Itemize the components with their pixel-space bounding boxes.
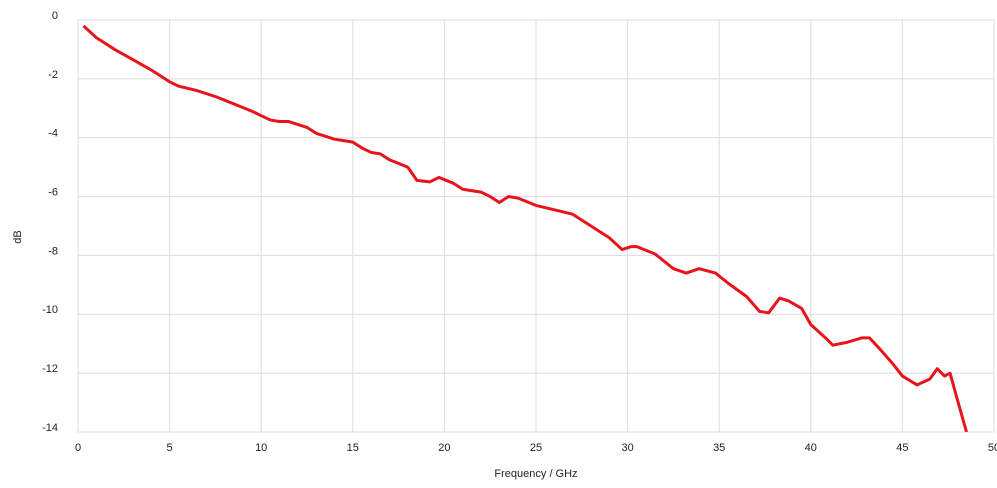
x-tick-label: 40 [805, 442, 817, 454]
x-tick-label: 25 [530, 442, 542, 454]
x-tick-label: 30 [621, 442, 633, 454]
y-tick-label: -8 [48, 245, 58, 257]
x-tick-label: 50 [988, 442, 997, 454]
y-tick-label: -4 [48, 128, 58, 140]
y-tick-label: -10 [42, 304, 58, 316]
x-tick-label: 10 [255, 442, 267, 454]
x-tick-label: 0 [75, 442, 81, 454]
x-tick-label: 35 [713, 442, 725, 454]
x-tick-label: 45 [896, 442, 908, 454]
x-axis-label: Frequency / GHz [494, 468, 577, 480]
y-axis-label: dB [12, 230, 24, 243]
data-line [82, 24, 968, 432]
y-tick-label: -2 [48, 69, 58, 81]
x-tick-label: 20 [438, 442, 450, 454]
x-tick-label: 5 [167, 442, 173, 454]
y-tick-label: 0 [52, 10, 58, 22]
x-tick-label: 15 [347, 442, 359, 454]
y-tick-label: -14 [42, 422, 58, 434]
y-tick-label: -6 [48, 186, 58, 198]
y-tick-label: -12 [42, 363, 58, 375]
